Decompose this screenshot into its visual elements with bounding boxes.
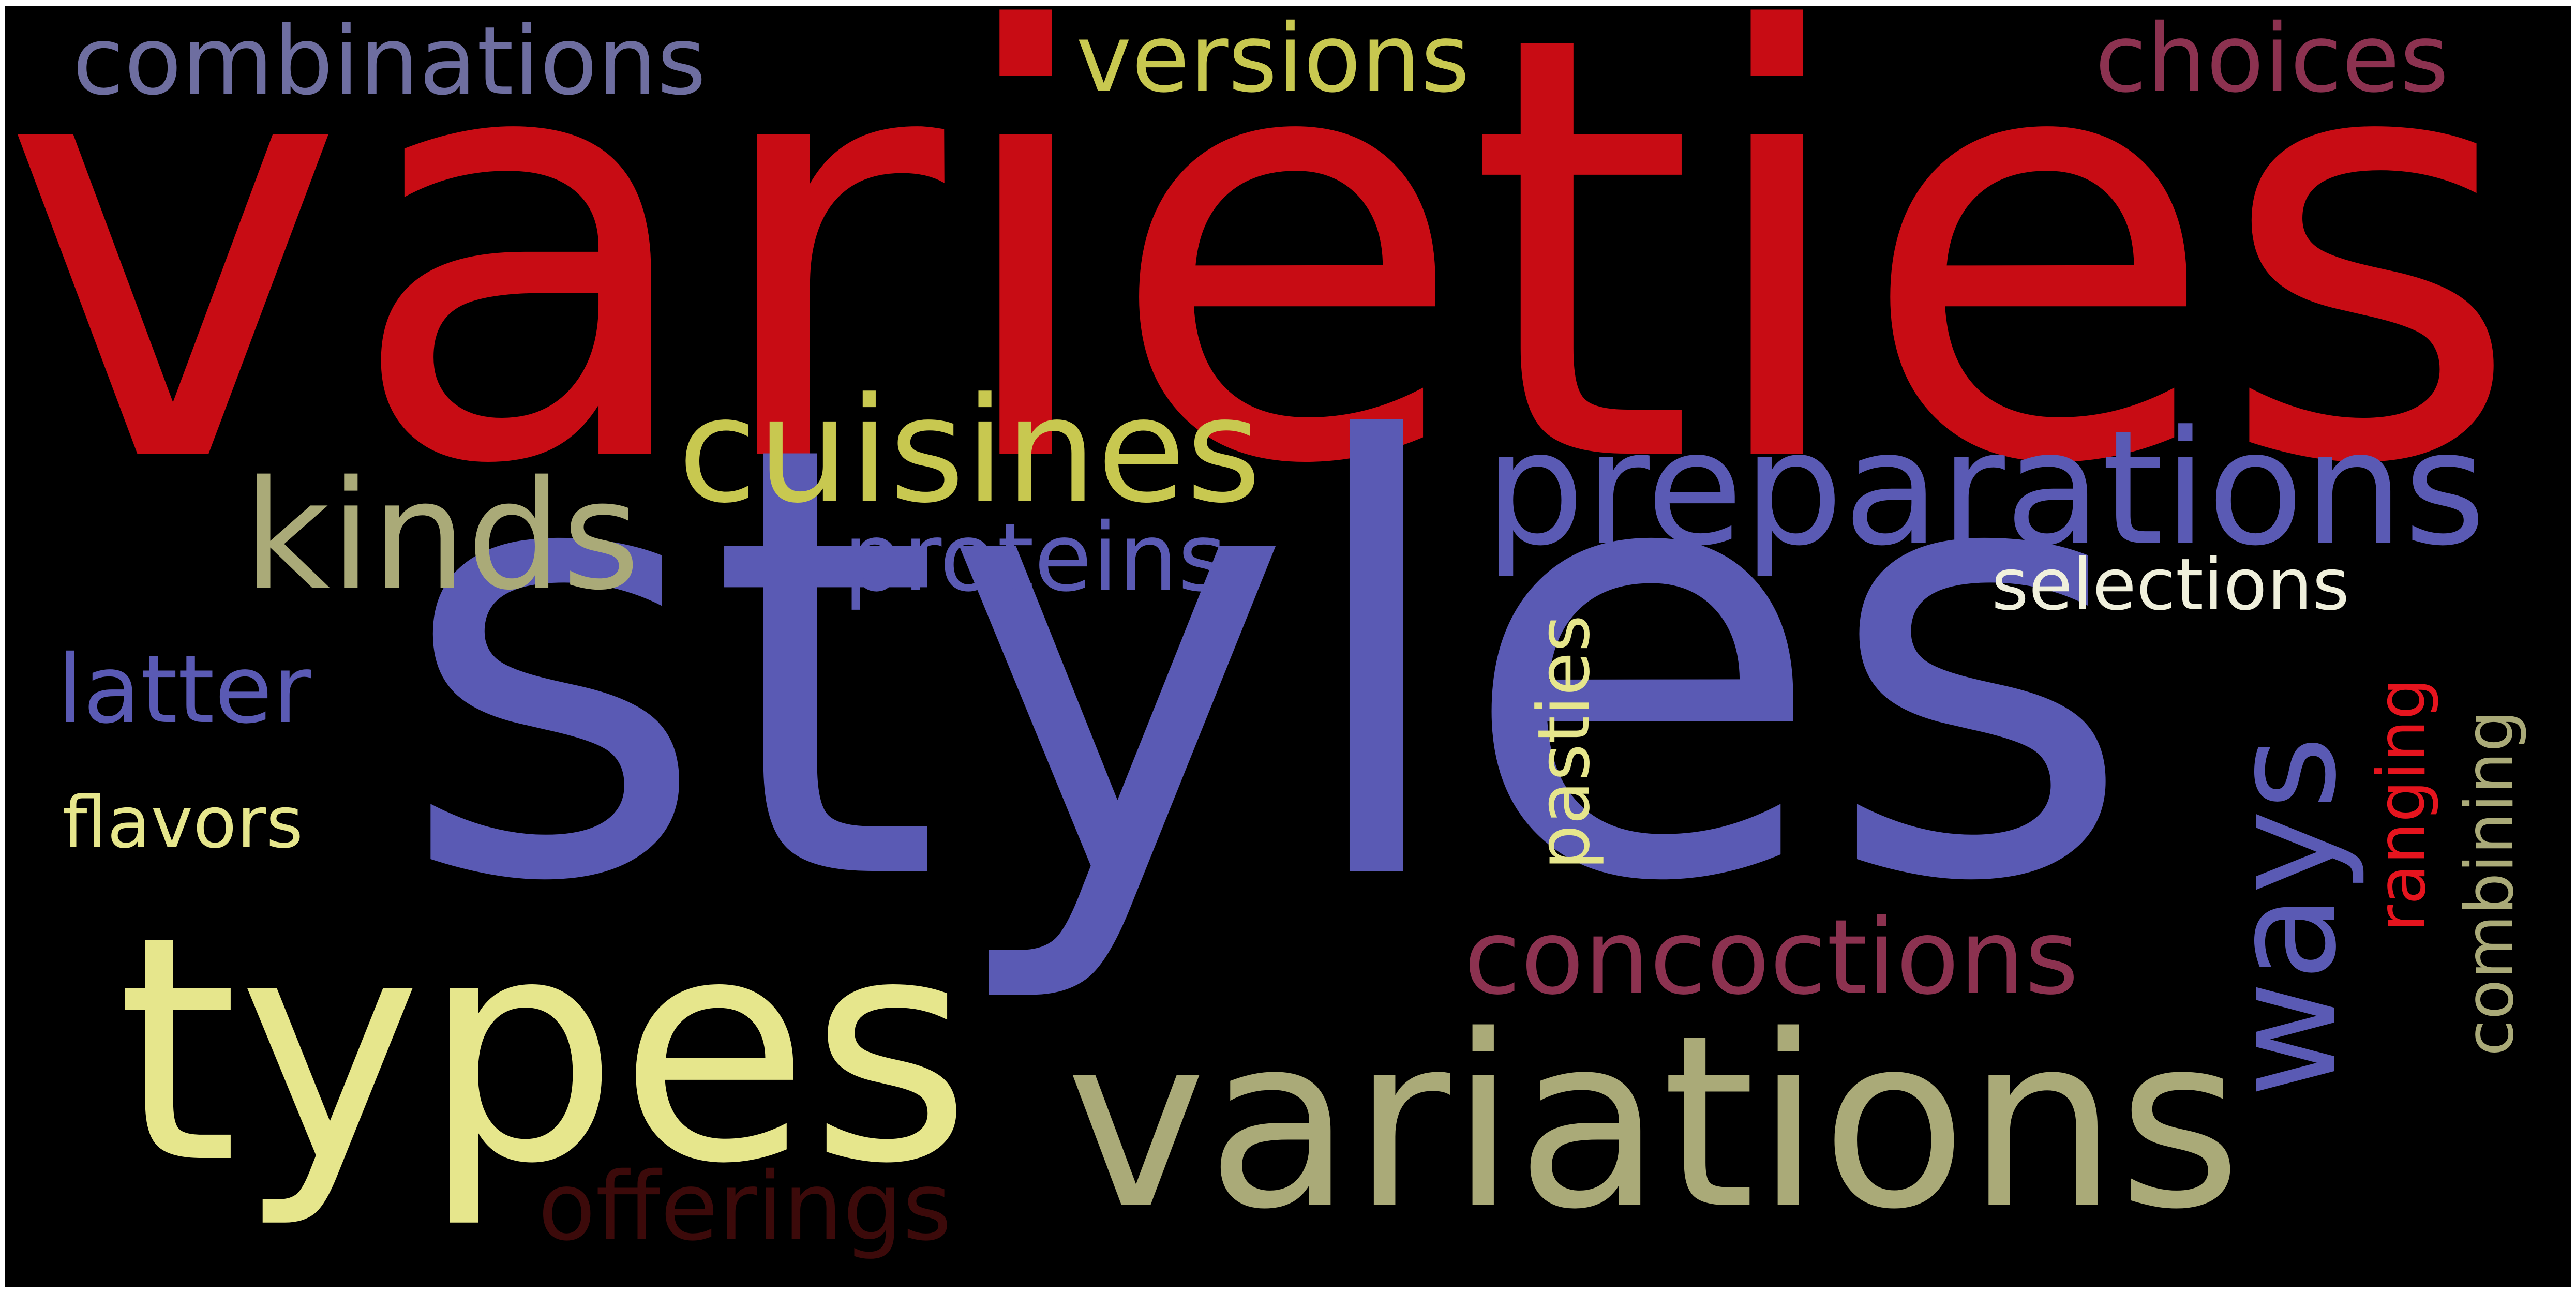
word-pasties: pasties [1522,614,1606,870]
word-flavors: flavors [62,781,304,864]
word-types: types [116,870,971,1231]
word-latter: latter [57,635,311,744]
word-offerings: offerings [538,1152,952,1261]
word-ranging: ranging [2363,678,2440,932]
word-styles: styles [398,320,2135,1012]
word-concoctions: concoctions [1464,897,2079,1018]
word-selections: selections [1991,543,2350,626]
word-cuisines: cuisines [678,367,1262,535]
word-variations: variations [1066,985,2242,1261]
word-cloud: varieties styles variations types prepar… [5,6,2571,1287]
word-ways: ways [2202,735,2368,1097]
word-combining: combining [2451,710,2528,1056]
word-versions: versions [1076,6,1470,113]
word-combinations: combinations [72,6,707,116]
word-preparations: preparations [1485,397,2486,580]
word-proteins: proteins [843,503,1227,612]
word-choices: choices [2095,6,2449,113]
word-kinds: kinds [243,449,640,623]
word-varieties: varieties [5,6,2522,592]
